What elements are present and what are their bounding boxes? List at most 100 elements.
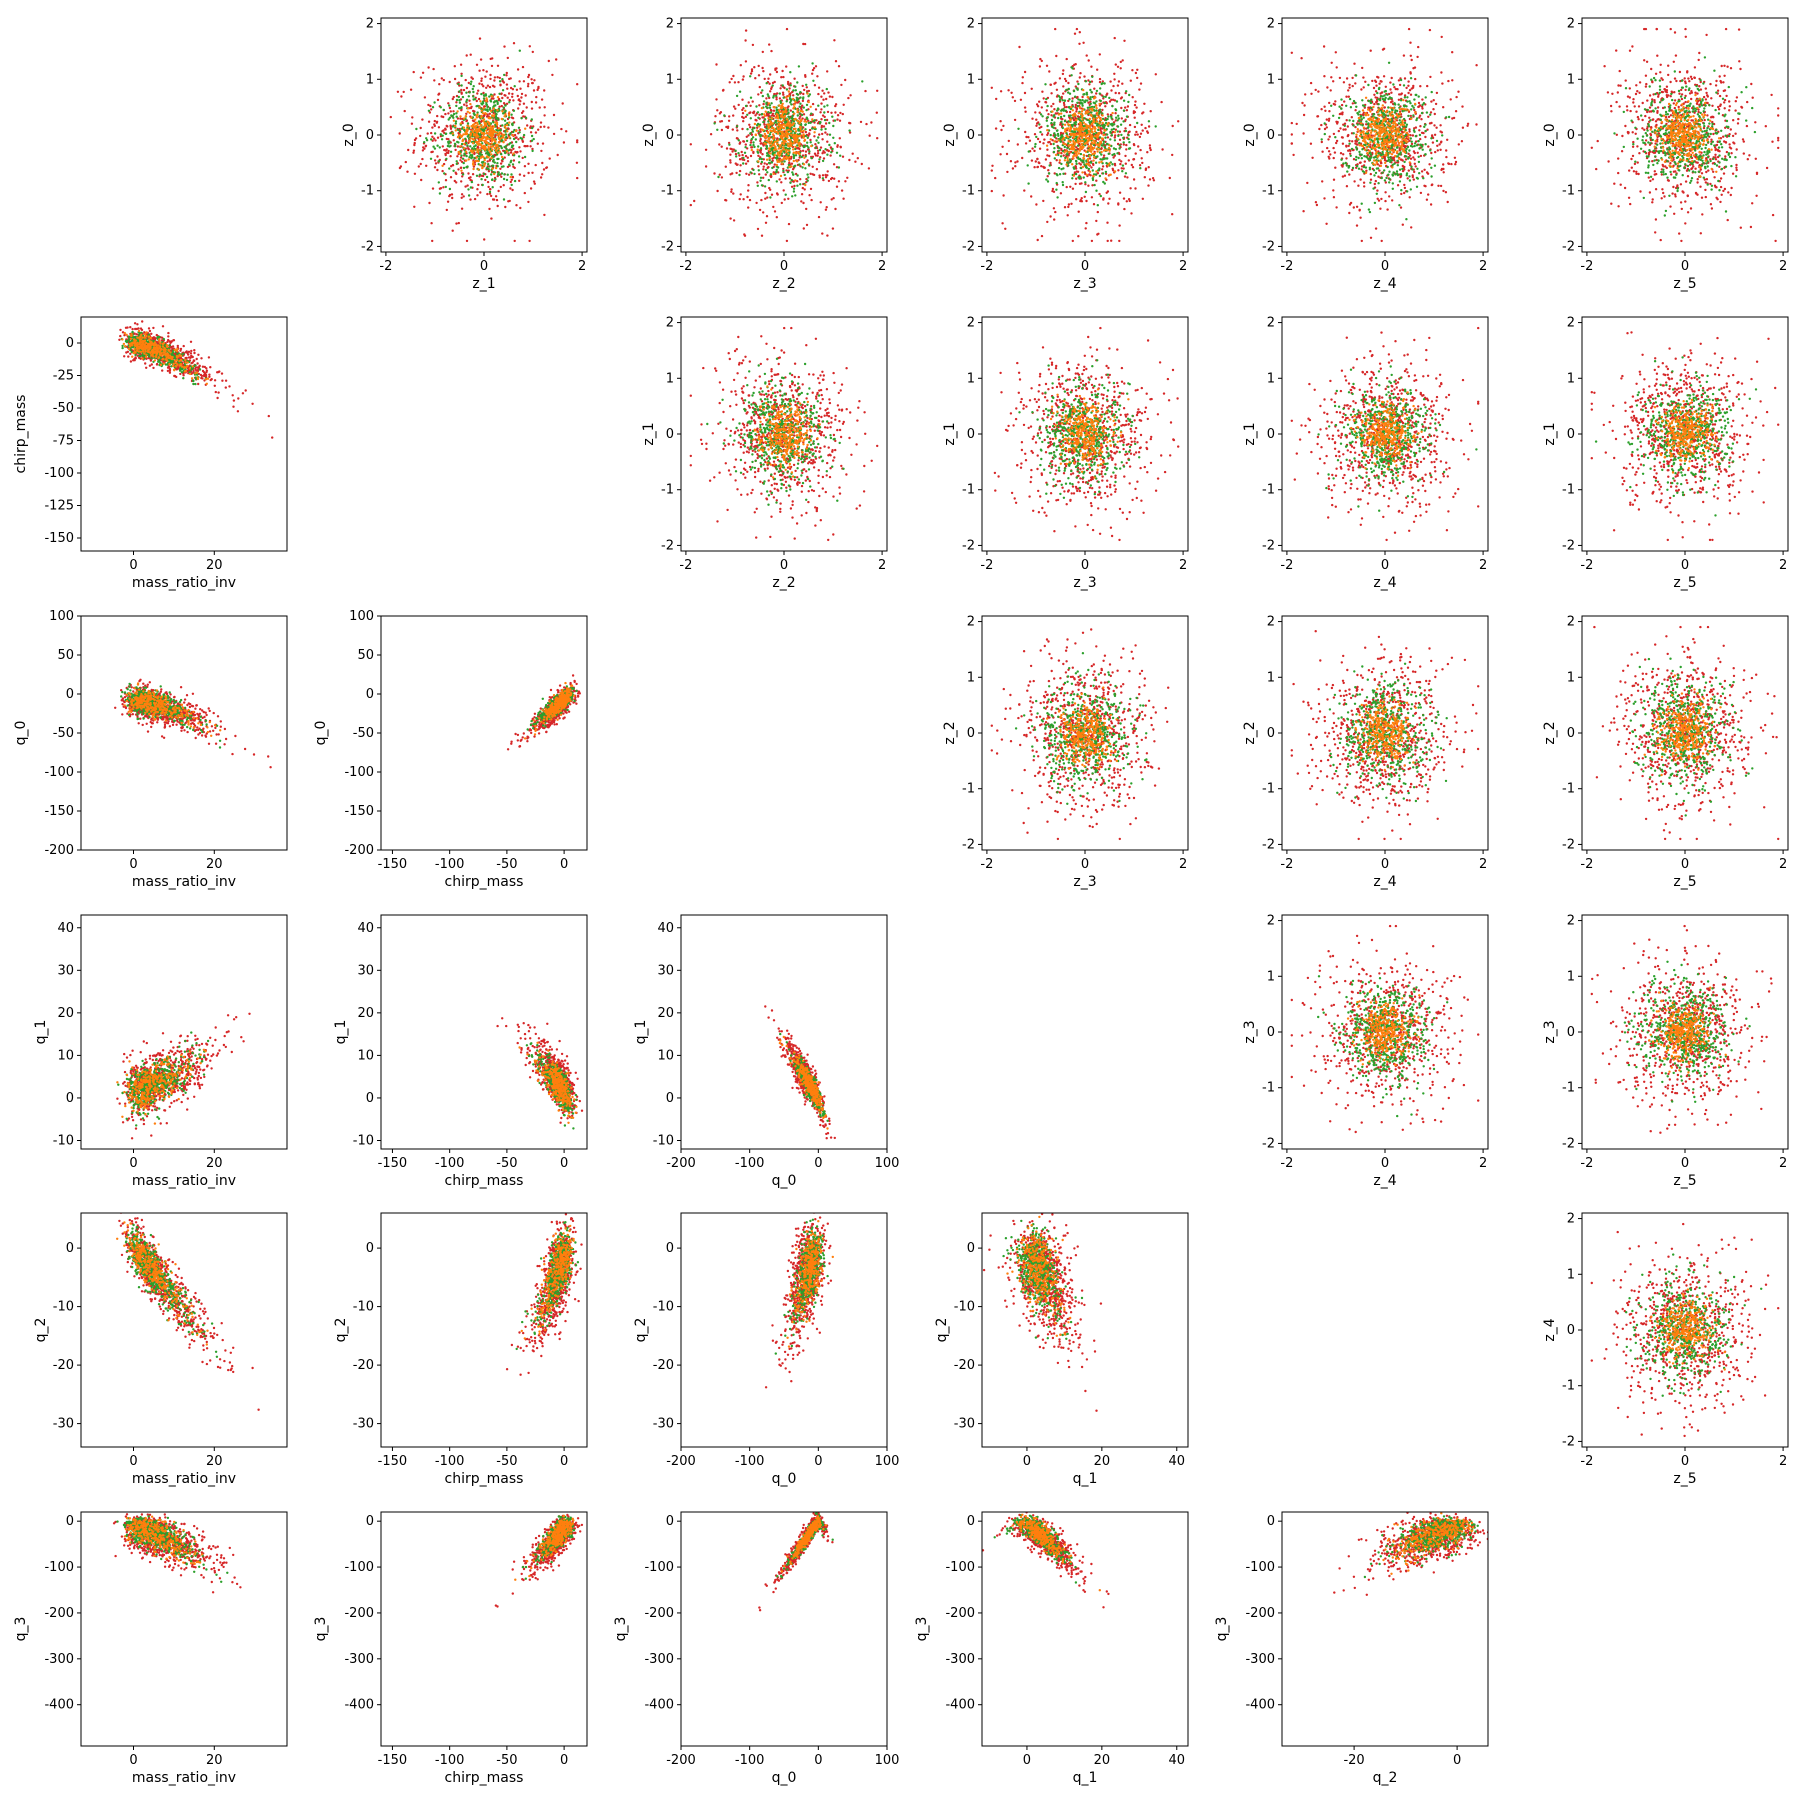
point-red [482,91,485,95]
point-green [460,127,464,130]
point-red [1082,41,1085,44]
point-orange [462,126,466,129]
point-green [1056,196,1059,199]
point-green [1085,164,1088,168]
point-red [818,176,821,179]
point-green [820,128,823,131]
point-red [1043,138,1046,141]
point-red [1171,124,1174,128]
point-red [1373,93,1376,97]
point-green [1069,107,1072,111]
point-red [1332,156,1335,160]
point-red [841,112,844,116]
point-red [1390,91,1393,94]
point-red [543,125,546,128]
point-red [833,39,836,42]
point-orange [504,113,507,116]
point-red [1421,98,1424,101]
point-green [511,163,515,166]
point-green [468,91,471,94]
point-red [1074,85,1078,88]
point-red [807,108,810,111]
point-orange [471,131,475,134]
x-axis-label: z_2 [772,276,795,292]
point-red [762,211,765,214]
point-orange [1064,128,1067,131]
point-orange [778,144,781,147]
point-green [818,122,821,125]
point-red [520,92,524,96]
point-red [466,184,469,187]
point-green [806,179,809,182]
point-green [796,174,799,177]
point-green [1083,117,1086,120]
point-red [814,108,818,111]
point-red [1141,197,1145,200]
point-red [1429,111,1433,114]
point-red [1053,218,1056,221]
point-green [1034,142,1037,146]
point-red [1132,158,1135,161]
point-red [518,128,521,132]
point-green [495,113,498,116]
point-red [798,156,801,159]
point-red [1104,172,1108,175]
point-red [839,146,842,149]
point-red [741,127,744,131]
point-red [485,70,488,73]
point-red [825,97,828,101]
point-red [875,111,878,114]
point-green [1060,162,1063,166]
point-red [803,188,806,191]
point-orange [1089,113,1093,117]
point-orange [1078,106,1082,109]
point-red [1407,152,1410,155]
point-orange [798,145,801,148]
point-red [1084,183,1087,186]
point-orange [756,148,759,151]
point-red [1345,119,1348,122]
point-green [1101,117,1105,121]
point-green [765,147,769,150]
point-red [808,152,811,155]
point-red [821,232,824,235]
point-green [1098,136,1102,139]
point-orange [773,140,777,144]
point-red [1110,239,1113,242]
point-green [1071,177,1074,180]
point-red [815,168,819,171]
point-red [526,124,529,127]
point-red [1177,120,1180,123]
point-green [458,99,461,102]
point-red [831,95,834,99]
point-green [1081,99,1084,102]
point-red [822,157,826,160]
point-green [432,145,435,148]
point-orange [794,145,797,149]
point-green [806,117,809,121]
point-red [749,126,752,129]
point-red [476,188,479,191]
point-red [800,200,803,203]
point-red [1440,35,1443,39]
point-red [1078,42,1081,45]
point-red [512,147,515,150]
point-orange [459,145,462,148]
point-green [1082,93,1085,96]
point-green [1109,138,1112,141]
point-red [1137,145,1140,148]
point-red [744,154,748,158]
point-red [433,159,437,162]
point-green [1076,88,1079,91]
point-orange [1092,139,1095,142]
point-green [520,137,524,140]
point-orange [475,159,478,163]
point-green [801,166,804,169]
point-green [473,145,476,148]
point-red [1369,178,1373,181]
point-green [782,169,785,172]
point-red [775,98,778,101]
point-red [1362,111,1366,115]
point-red [1144,126,1147,130]
point-red [1085,54,1088,57]
